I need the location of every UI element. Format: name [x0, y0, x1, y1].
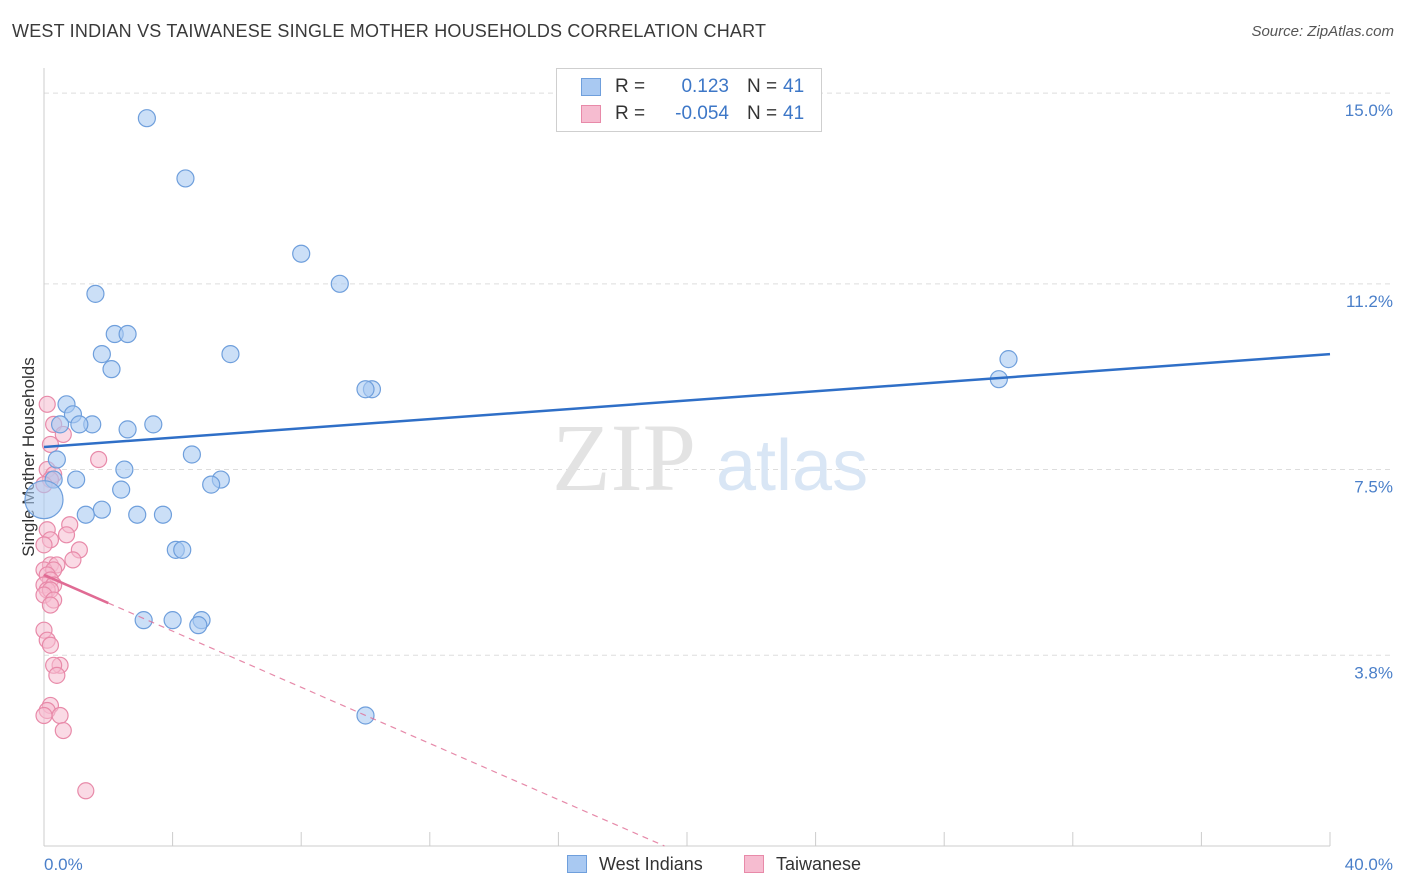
west-indians-point: [128, 505, 147, 524]
taiwanese-point: [38, 395, 56, 413]
west-indians-point: [163, 611, 182, 630]
taiwanese-point: [54, 721, 72, 740]
west-indians-point: [70, 415, 89, 434]
west-indians-point: [86, 284, 105, 303]
bottom-legend-west-indians: West Indians: [567, 852, 703, 876]
west-indians-point: [144, 415, 163, 434]
taiwanese-point: [41, 596, 60, 614]
west-indians-point: [999, 350, 1018, 369]
watermark-zip: ZIP: [552, 404, 696, 511]
taiwanese-point: [51, 706, 69, 725]
west-indians-point: [118, 324, 137, 344]
west-indians-point: [24, 480, 64, 520]
taiwanese-trend-line-dashed: [108, 602, 665, 847]
west-indians-point: [356, 380, 375, 399]
chart-source: Source: ZipAtlas.com: [1251, 23, 1394, 40]
west-indians-point: [189, 616, 208, 635]
west-indians-point: [153, 505, 173, 524]
bottom-legend-swatch-blue: [567, 855, 587, 873]
correlation-legend: R = 0.123 N = 41 R = -0.054 N = 41: [556, 68, 822, 132]
legend-r-label: R =: [615, 103, 646, 124]
taiwanese-point: [41, 435, 60, 454]
legend-swatch-pink: [581, 105, 601, 123]
west-indians-point: [134, 611, 153, 630]
west-indians-trend-line: [43, 352, 1331, 449]
west-indians-point: [102, 360, 121, 379]
west-indians-point: [137, 109, 156, 128]
legend-n-label: N =: [747, 76, 778, 97]
west-indians-point: [118, 420, 137, 439]
legend-n-label: N =: [747, 103, 778, 124]
legend-r-label: R =: [615, 76, 646, 97]
taiwanese-point: [57, 526, 76, 544]
taiwanese-point: [35, 536, 53, 554]
west-indians-point: [92, 345, 111, 364]
legend-swatch-blue: [581, 78, 601, 96]
legend-r-value: -0.054: [675, 103, 729, 124]
west-indians-point: [67, 470, 86, 489]
west-indians-point: [76, 505, 95, 524]
x-tick-label-min: 0.0%: [44, 855, 83, 874]
west-indians-point: [47, 450, 66, 469]
legend-row-taiwanese: R = -0.054 N = 41: [581, 101, 804, 127]
west-indians-points: [24, 109, 1018, 725]
y-tick-label: 11.2%: [1346, 292, 1393, 311]
legend-row-west-indians: R = 0.123 N = 41: [581, 74, 804, 100]
west-indians-point: [182, 445, 201, 464]
taiwanese-point: [77, 782, 95, 800]
west-indians-point: [202, 475, 221, 494]
trend-lines: [43, 352, 1331, 847]
taiwanese-point: [64, 551, 82, 569]
watermark-atlas: atlas: [716, 426, 868, 506]
watermark: ZIP atlas: [552, 404, 868, 511]
bottom-legend-label-taiwanese: Taiwanese: [776, 853, 862, 874]
y-axis-label: Single Mother Households: [19, 357, 38, 556]
west-indians-point: [173, 540, 192, 559]
y-tick-labels: 3.8% 7.5% 11.2% 15.0%: [1345, 101, 1393, 682]
legend-r-value: 0.123: [681, 76, 729, 97]
west-indians-point: [112, 480, 131, 499]
west-indians-point: [221, 345, 240, 364]
chart-title: WEST INDIAN VS TAIWANESE SINGLE MOTHER H…: [12, 21, 767, 41]
west-indians-point: [50, 415, 70, 434]
grid-lines: [44, 92, 1393, 656]
y-tick-label: 3.8%: [1354, 663, 1393, 682]
bottom-legend-taiwanese: Taiwanese: [744, 852, 861, 876]
taiwanese-trend-line-solid: [43, 573, 109, 605]
legend-n-value: 41: [783, 103, 805, 124]
west-indians-point: [115, 460, 134, 479]
taiwanese-point: [48, 666, 66, 684]
x-tick-label-max: 40.0%: [1345, 855, 1393, 874]
legend-n-value: 41: [783, 76, 805, 97]
west-indians-point: [92, 500, 111, 519]
west-indians-point: [330, 274, 349, 293]
west-indians-point: [292, 244, 311, 263]
bottom-legend-swatch-pink: [744, 855, 764, 873]
y-tick-label: 15.0%: [1345, 101, 1393, 120]
bottom-legend-label-west-indians: West Indians: [599, 853, 703, 874]
taiwanese-point: [35, 706, 53, 725]
y-tick-label: 7.5%: [1354, 478, 1393, 497]
taiwanese-point: [41, 636, 60, 654]
west-indians-point: [176, 169, 195, 188]
taiwanese-point: [90, 450, 108, 469]
